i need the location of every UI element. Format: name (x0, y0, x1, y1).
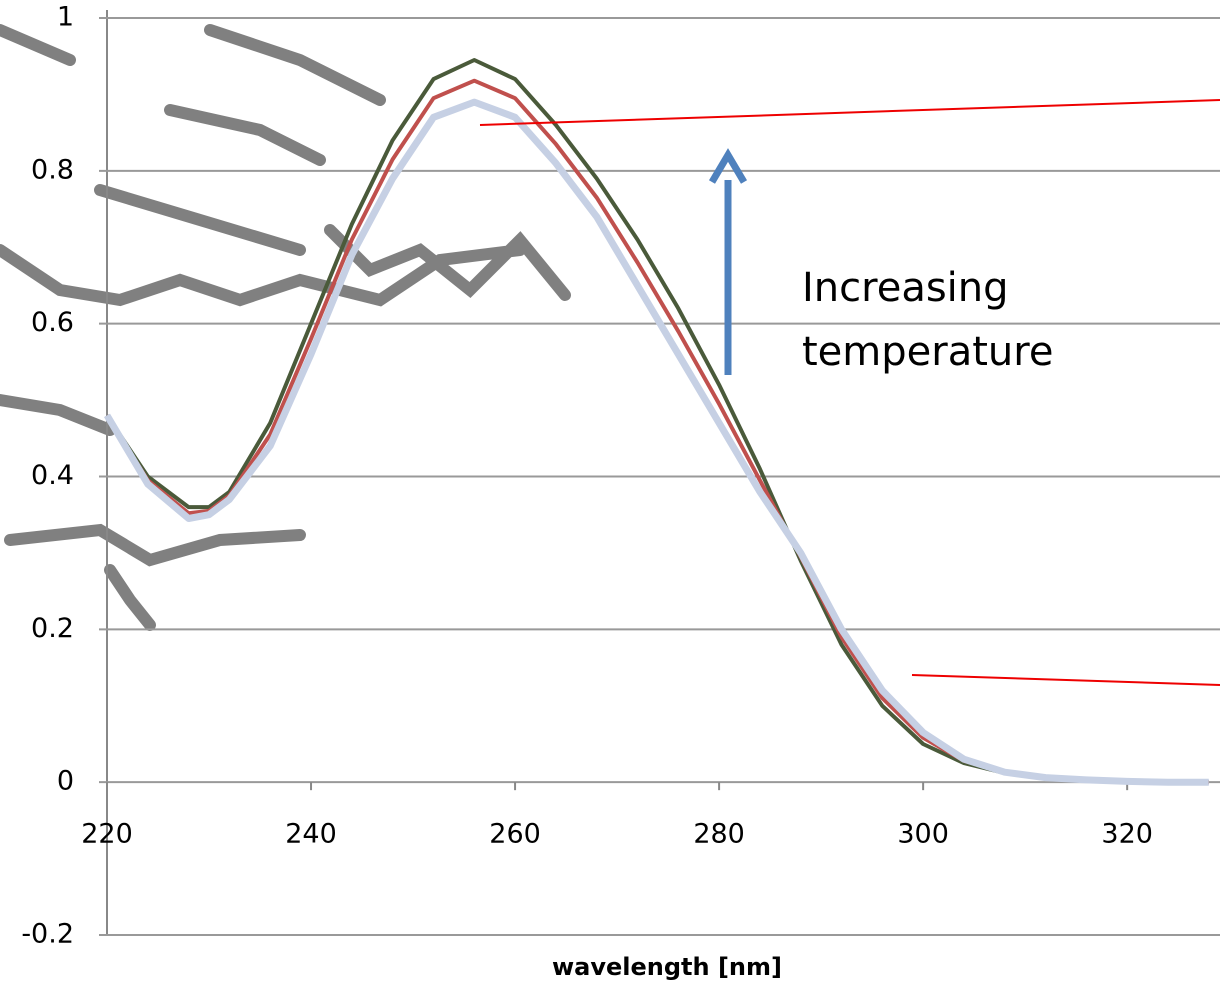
y-tick-label: -0.2 (21, 919, 74, 950)
x-tick-label: 280 (693, 819, 745, 850)
x-tick-label: 300 (897, 819, 949, 850)
x-tick-label: 220 (81, 819, 133, 850)
molecule-background (0, 24, 571, 631)
pointer-line (479, 99, 1220, 126)
y-tick-label: 0 (57, 766, 74, 797)
y-tick-label: 0.8 (31, 154, 74, 185)
y-tick-label: 0.2 (31, 613, 74, 644)
series-line (103, 98, 1209, 786)
annotation: temperature (802, 329, 1053, 375)
annotation: Increasing (802, 265, 1009, 311)
x-tick-label: 240 (285, 819, 337, 850)
y-tick-label: 1 (57, 2, 74, 33)
y-tick-label: 0.4 (31, 460, 74, 491)
arrow-head (708, 148, 748, 184)
y-tick-label: 0.6 (31, 307, 74, 338)
series-line (105, 78, 1209, 785)
x-tick-label: 320 (1101, 819, 1153, 850)
plot-area: -0.2 0 0.2 0.4 0.6 0.8 1 220 240 260 280 300 320 (21, 2, 1220, 950)
series-line (105, 58, 1209, 785)
x-axis-title: wavelength [nm] (552, 953, 782, 981)
x-tick-label: 260 (489, 819, 541, 850)
pointer-line (911, 674, 1220, 686)
